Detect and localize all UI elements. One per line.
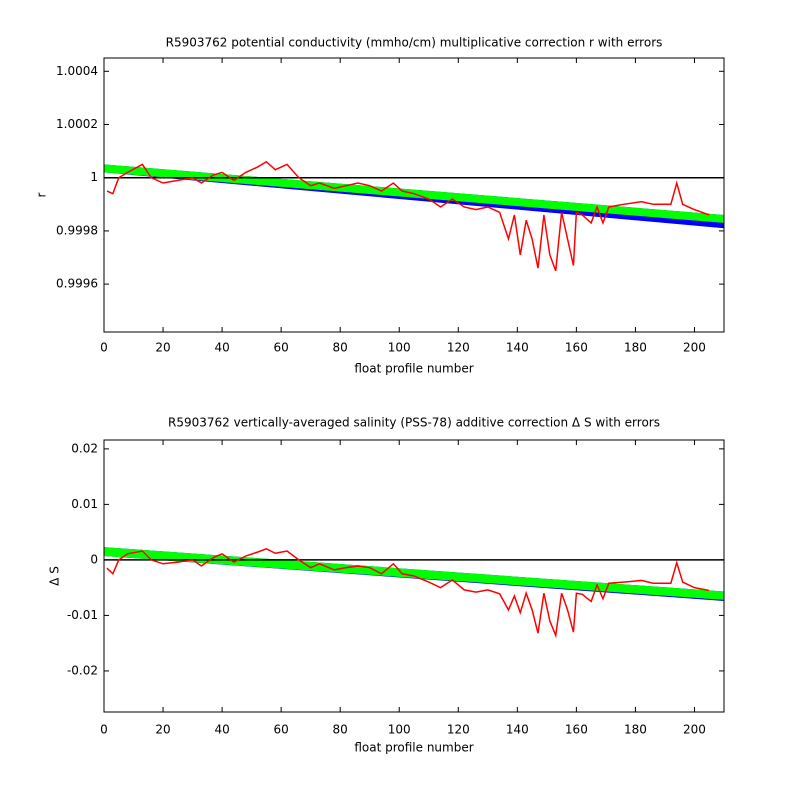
x-tick-label: 20 [155,341,170,355]
x-tick-label: 180 [624,341,647,355]
y-tick-label: 0.9996 [56,277,98,291]
y-tick-label: 1.0002 [56,117,98,131]
subplot: 0 20 40 60 80 100 120 140 160 180 200 1.0004 1.0002 1… [35,36,725,376]
x-tick-label: 80 [333,341,348,355]
x-tick-label: 120 [447,723,470,737]
y-tick-label: 0.01 [71,497,98,511]
x-tick-label: 160 [565,723,588,737]
x-tick-label: 200 [683,341,706,355]
y-tick-label: 1.0004 [56,64,98,78]
y-tick-label: 0 [90,552,98,566]
x-tick-label: 20 [155,723,170,737]
data-line [106,160,710,272]
x-tick-label: 40 [214,723,229,737]
y-tick-label: -0.01 [67,608,98,622]
x-tick-label: 60 [274,341,289,355]
x-tick-label: 40 [214,341,229,355]
y-tick-label: 0.02 [71,441,98,455]
axes-box [103,57,725,333]
plot-area [104,160,724,272]
x-tick-label: 160 [565,341,588,355]
chart-title: R5903762 potential conductivity (mmho/cm… [166,36,663,50]
x-tick-label: 0 [100,341,108,355]
x-axis-label: float profile number [354,741,473,755]
x-tick-label: 0 [100,723,108,737]
x-tick-label: 80 [333,723,348,737]
x-tick-label: 100 [388,341,411,355]
x-tick-label: 140 [506,341,529,355]
y-tick-label: -0.02 [67,663,98,677]
error-band [104,547,724,600]
x-tick-label: 120 [447,341,470,355]
x-tick-label: 200 [683,723,706,737]
x-tick-label: 60 [274,723,289,737]
x-tick-label: 140 [506,723,529,737]
chart-title: R5903762 vertically-averaged salinity (P… [168,416,660,430]
axes-box [103,439,725,713]
y-tick-label: 0.9998 [56,223,98,237]
y-axis-label: Δ S [48,566,62,586]
x-tick-label: 100 [388,723,411,737]
x-axis-label: float profile number [354,362,473,376]
plot-area [104,547,724,639]
y-axis-label: r [35,192,49,197]
subplot: 0 20 40 60 80 100 120 140 160 180 200 0.02 0.01 0 -0.0… [48,416,725,755]
y-tick-label: 1 [90,170,98,184]
data-line [106,547,710,639]
x-tick-label: 180 [624,723,647,737]
